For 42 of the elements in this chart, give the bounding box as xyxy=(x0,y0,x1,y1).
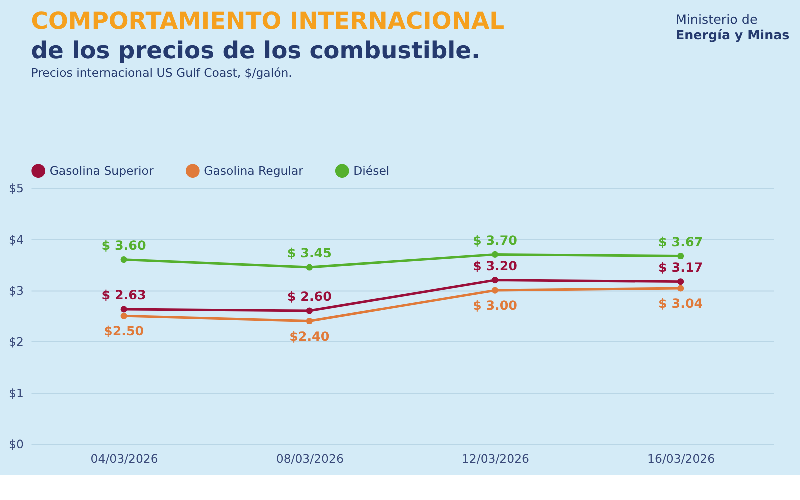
point xyxy=(120,256,128,264)
data-label: $ 3.45 xyxy=(287,246,332,261)
point xyxy=(120,306,128,313)
y-tick-label: $2 xyxy=(9,335,24,350)
chart-subtitle: de los precios de los combustible. xyxy=(31,36,480,64)
data-label: $ 3.20 xyxy=(472,258,518,274)
data-label: $2.40 xyxy=(290,328,330,344)
y-tick-label: $5 xyxy=(9,182,24,196)
point xyxy=(306,308,313,314)
point xyxy=(492,277,499,284)
point xyxy=(678,278,684,286)
x-tick-label: 16/03/2026 xyxy=(648,452,716,466)
point xyxy=(306,318,313,325)
data-label: $ 2.60 xyxy=(287,289,332,304)
point xyxy=(678,252,684,260)
y-tick-label: $4 xyxy=(9,232,24,247)
y-tick-label: $1 xyxy=(9,386,24,400)
text: Precios internacional US Gulf Coast, $/galón. xyxy=(31,66,292,80)
x-tick-label: 12/03/2026 xyxy=(462,452,530,466)
x-tick-label: 08/03/2026 xyxy=(276,452,344,466)
point xyxy=(678,285,684,292)
point xyxy=(492,251,499,258)
data-label: $ 3.04 xyxy=(658,296,704,312)
legend-label: Gasolina Regular xyxy=(204,164,304,178)
point xyxy=(492,287,499,294)
data-label: $ 2.63 xyxy=(102,288,146,303)
point xyxy=(306,264,313,271)
data-label: $ 3.67 xyxy=(658,234,704,250)
text: Ministerio de xyxy=(676,12,758,28)
data-label: $ 3.00 xyxy=(472,298,518,314)
data-label: $ 3.60 xyxy=(102,238,146,254)
legend-label: Diésel xyxy=(354,164,390,178)
legend-label: Gasolina Superior xyxy=(50,164,154,178)
y-tick-label: $3 xyxy=(9,284,24,298)
x-tick-label: 04/03/2026 xyxy=(90,452,158,466)
data-label: $ 3.70 xyxy=(472,232,518,248)
text: Energía y Minas xyxy=(676,28,790,43)
y-tick-label: $0 xyxy=(9,437,24,452)
point xyxy=(120,312,128,320)
data-label: $ 3.17 xyxy=(658,260,704,276)
chart-title: COMPORTAMIENTO INTERNACIONAL xyxy=(31,6,505,35)
data-label: $2.50 xyxy=(104,324,144,339)
